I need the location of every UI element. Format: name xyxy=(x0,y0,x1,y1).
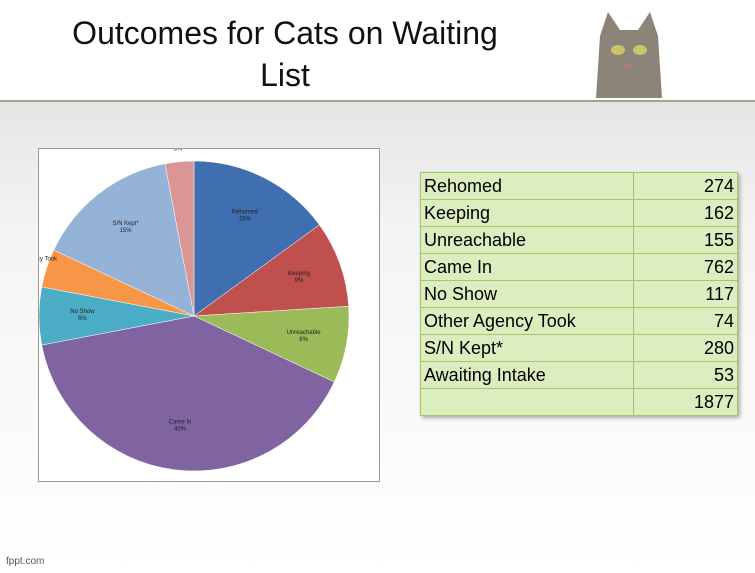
row-label: No Show xyxy=(420,280,634,308)
slice-label: Unreachable xyxy=(287,330,322,336)
table-row: Rehomed 274 xyxy=(420,172,738,200)
pie-slice xyxy=(193,160,320,317)
row-value: 762 xyxy=(633,253,738,281)
total-label-cell xyxy=(420,388,634,416)
pie-slice xyxy=(41,315,335,472)
slice-value: 15% xyxy=(120,228,133,234)
row-value: 274 xyxy=(633,172,738,200)
slice-label: S/N Kept* xyxy=(112,221,139,227)
cat-image xyxy=(578,6,678,98)
table-row: Unreachable 155 xyxy=(420,226,738,254)
table-row: Awaiting Intake 53 xyxy=(420,361,738,389)
row-label: Awaiting Intake xyxy=(420,361,634,389)
row-label: Other Agency Took xyxy=(420,307,634,335)
row-value: 117 xyxy=(633,280,738,308)
chart-frame: Rehomed 15% Keeping 9% Unreachable 8% Came In 4… xyxy=(7,139,380,482)
slice-value: 15% xyxy=(239,217,252,223)
slice-label: Rehomed xyxy=(232,210,258,216)
table-row: No Show 117 xyxy=(420,280,738,308)
data-table: Rehomed 274 Keeping 162 Unreachable 155 Came I… xyxy=(420,172,738,416)
slice-value: 6% xyxy=(78,316,87,322)
slice-value: 40% xyxy=(174,427,187,433)
slice-label: Other Agency Took xyxy=(39,256,58,262)
pie-slice xyxy=(53,163,195,317)
row-value: 162 xyxy=(633,199,738,227)
slice-value: 9% xyxy=(295,278,304,284)
row-label: Unreachable xyxy=(420,226,634,254)
slice-value: 8% xyxy=(299,337,308,343)
footer: fppt.com xyxy=(6,556,45,567)
slice-label: No Show xyxy=(70,309,95,315)
row-label: Rehomed xyxy=(420,172,634,200)
table-row: S/N Kept* 280 xyxy=(420,334,738,362)
pie-slice xyxy=(193,224,349,317)
table-row: Keeping 162 xyxy=(420,199,738,227)
slice-value: 3% xyxy=(174,149,183,152)
table-row: Came In 762 xyxy=(420,253,738,281)
pie-slice xyxy=(164,160,195,317)
row-label: S/N Kept* xyxy=(420,334,634,362)
total-value: 1877 xyxy=(633,388,738,416)
row-value: 53 xyxy=(633,361,738,389)
row-value: 74 xyxy=(633,307,738,335)
slice-label: Keeping xyxy=(288,271,310,277)
row-label: Came In xyxy=(420,253,634,281)
row-label: Keeping xyxy=(420,199,634,227)
table-row: 1877 xyxy=(420,388,738,416)
slice-label: Came In xyxy=(169,420,192,426)
table-row: Other Agency Took 74 xyxy=(420,307,738,335)
row-value: 280 xyxy=(633,334,738,362)
row-value: 155 xyxy=(633,226,738,254)
slide-title: Outcomes for Cats on Waiting List xyxy=(72,15,498,93)
